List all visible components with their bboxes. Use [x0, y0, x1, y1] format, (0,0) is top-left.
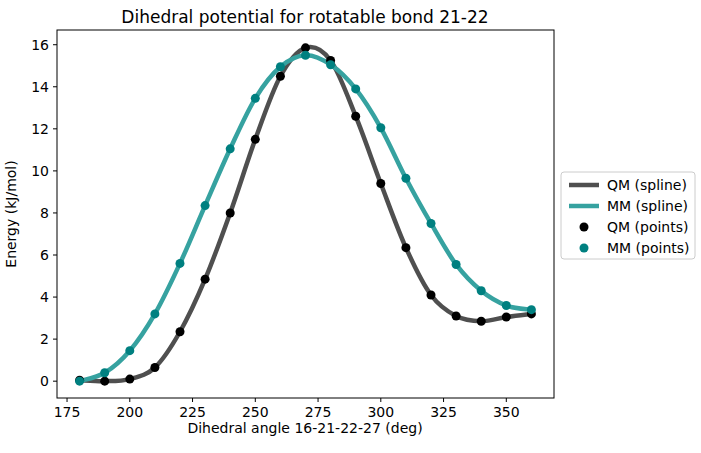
- plot-frame: [57, 30, 554, 398]
- legend-label-qm-points: QM (points): [607, 219, 688, 235]
- y-tick-label: 12: [31, 121, 49, 137]
- data-point-mm-points: [301, 51, 310, 60]
- data-point-mm-points: [175, 259, 184, 268]
- data-point-mm-points: [100, 368, 109, 377]
- data-point-qm-points: [502, 313, 511, 322]
- data-point-qm-points: [401, 243, 410, 252]
- data-point-mm-points: [401, 174, 410, 183]
- y-tick-label: 8: [40, 205, 49, 221]
- legend-label-mm-points: MM (points): [607, 240, 690, 256]
- x-tick-label: 325: [430, 404, 457, 420]
- series-line-qm-spline: [80, 47, 532, 381]
- y-tick-label: 2: [40, 331, 49, 347]
- data-point-qm-points: [452, 311, 461, 320]
- data-point-mm-points: [251, 94, 260, 103]
- legend-label-qm-spline: QM (spline): [607, 177, 687, 193]
- y-tick-label: 10: [31, 163, 49, 179]
- data-point-qm-points: [427, 290, 436, 299]
- data-point-qm-points: [201, 275, 210, 284]
- data-point-mm-points: [376, 123, 385, 132]
- plot-area: 175 200 225 250 275 300 325 350 0 2 4 6 8 10 12 14 16: [31, 30, 554, 420]
- y-tick-label: 14: [31, 79, 49, 95]
- y-tick-label: 6: [40, 247, 49, 263]
- data-point-qm-points: [251, 135, 260, 144]
- data-point-qm-points: [276, 72, 285, 81]
- data-point-mm-points: [226, 144, 235, 153]
- data-point-mm-points: [477, 286, 486, 295]
- x-tick-label: 200: [116, 404, 143, 420]
- y-tick-label: 4: [40, 289, 49, 305]
- x-tick-label: 350: [493, 404, 520, 420]
- data-point-mm-points: [201, 201, 210, 210]
- x-tick-label: 300: [367, 404, 394, 420]
- data-point-mm-points: [326, 60, 335, 69]
- y-axis-label: Energy (kJ/mol): [3, 160, 19, 267]
- data-point-mm-points: [351, 84, 360, 93]
- data-point-mm-points: [75, 377, 84, 386]
- y-tick-label: 0: [40, 373, 49, 389]
- matplotlib-figure: Dihedral potential for rotatable bond 21…: [0, 0, 701, 453]
- data-point-qm-points: [100, 377, 109, 386]
- legend: QM (spline) MM (spline) QM (points) MM (poi…: [561, 172, 695, 259]
- data-point-qm-points: [477, 317, 486, 326]
- x-tick-label: 275: [305, 404, 332, 420]
- x-tick-label: 175: [54, 404, 81, 420]
- data-point-mm-points: [502, 301, 511, 310]
- x-tick-label: 225: [179, 404, 206, 420]
- dihedral-potential-chart: Dihedral potential for rotatable bond 21…: [0, 0, 701, 453]
- legend-marker-qm-points: [580, 223, 589, 232]
- data-point-qm-points: [175, 327, 184, 336]
- data-point-mm-points: [125, 346, 134, 355]
- series-line-mm-spline: [80, 55, 532, 381]
- legend-label-mm-spline: MM (spline): [607, 198, 688, 214]
- data-point-mm-points: [527, 305, 536, 314]
- data-point-mm-points: [427, 219, 436, 228]
- data-point-qm-points: [226, 208, 235, 217]
- y-tick-label: 16: [31, 37, 49, 53]
- chart-title: Dihedral potential for rotatable bond 21…: [121, 7, 488, 27]
- data-point-mm-points: [452, 260, 461, 269]
- data-point-qm-points: [150, 363, 159, 372]
- x-axis-label: Dihedral angle 16-21-22-27 (deg): [187, 420, 422, 436]
- x-tick-label: 250: [242, 404, 269, 420]
- legend-marker-mm-points: [580, 244, 589, 253]
- data-point-qm-points: [125, 375, 134, 384]
- data-point-qm-points: [376, 179, 385, 188]
- data-point-qm-points: [351, 112, 360, 121]
- data-point-mm-points: [276, 62, 285, 71]
- data-point-mm-points: [150, 309, 159, 318]
